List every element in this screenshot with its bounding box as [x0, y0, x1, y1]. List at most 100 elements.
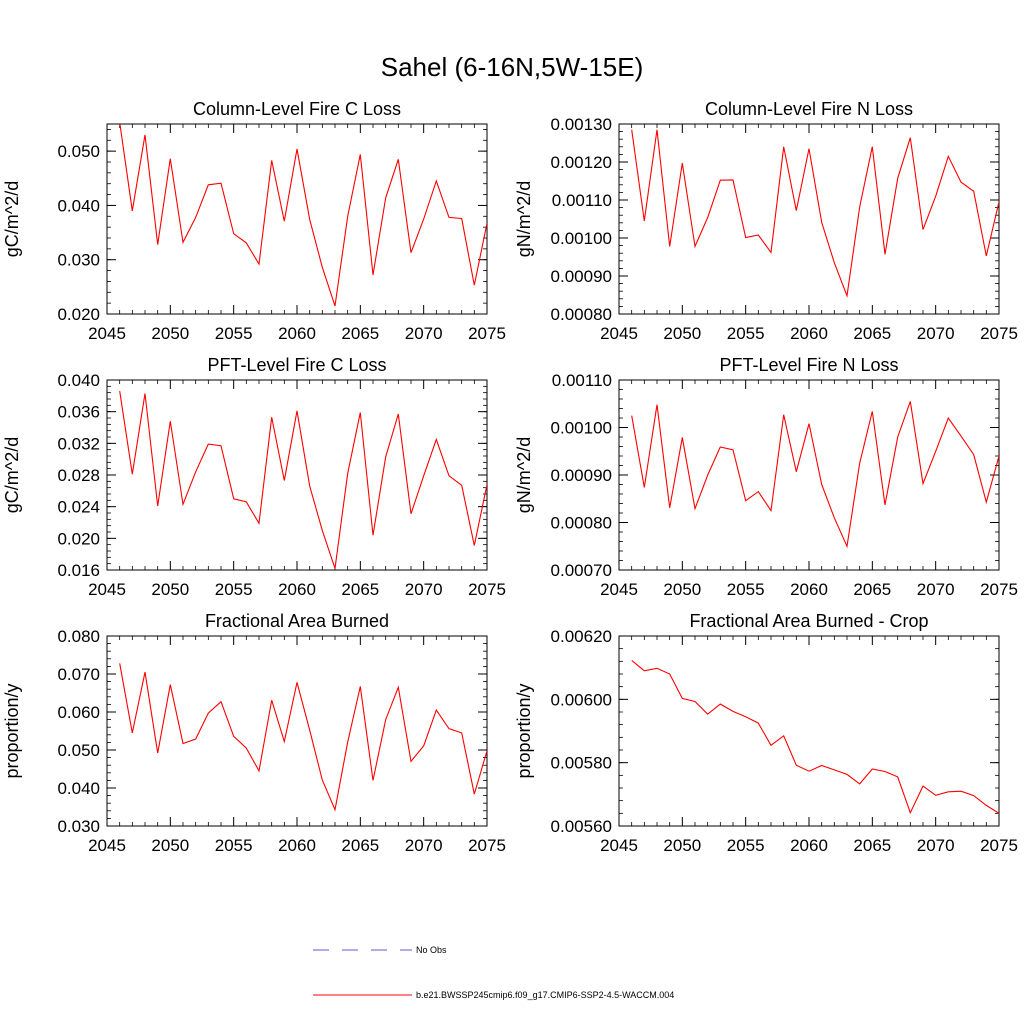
- x-tick-label: 2055: [215, 580, 253, 599]
- legend-label-model: b.e21.BWSSP245cmip6.f09_g17.CMIP6-SSP2-4…: [416, 990, 674, 1000]
- y-tick-label: 0.00580: [551, 754, 612, 773]
- panel-title: Fractional Area Burned: [205, 611, 389, 631]
- x-tick-label: 2075: [468, 580, 506, 599]
- x-tick-label: 2060: [278, 324, 316, 343]
- x-tick-label: 2060: [790, 324, 828, 343]
- x-tick-label: 2055: [215, 324, 253, 343]
- panel-title: PFT-Level Fire N Loss: [719, 355, 898, 375]
- x-tick-label: 2045: [88, 324, 126, 343]
- y-tick-label: 0.00110: [552, 191, 612, 210]
- y-tick-label: 0.00120: [551, 153, 612, 172]
- chart-panel: 2045 2050 2055 2060 2065 2070 2075 0.020 0.030 0.…: [2, 99, 506, 343]
- x-tick-label: 2060: [790, 836, 828, 855]
- x-tick-label: 2060: [790, 580, 828, 599]
- x-tick-label: 2065: [341, 580, 379, 599]
- y-tick-label: 0.040: [57, 196, 100, 215]
- series-line: [631, 659, 999, 815]
- x-tick-label: 2075: [980, 324, 1018, 343]
- chart-panel: 2045 2050 2055 2060 2065 2070 2075 0.030 0.040 0.…: [2, 611, 506, 855]
- x-tick-label: 2050: [663, 324, 701, 343]
- series-line: [631, 401, 999, 549]
- y-tick-label: 0.050: [57, 142, 100, 161]
- panel-title: Column-Level Fire N Loss: [705, 99, 913, 119]
- x-tick-label: 2070: [405, 324, 443, 343]
- y-tick-label: 0.070: [57, 665, 100, 684]
- y-tick-label: 0.030: [57, 817, 100, 836]
- y-tick-label: 0.00100: [551, 419, 612, 438]
- y-axis-label: gC/m^2/d: [2, 181, 22, 257]
- y-tick-label: 0.00110: [552, 371, 612, 390]
- x-tick-label: 2050: [151, 324, 189, 343]
- y-tick-label: 0.00560: [551, 817, 612, 836]
- y-tick-label: 0.020: [57, 305, 100, 324]
- plot-frame: [106, 123, 488, 315]
- x-tick-label: 2055: [727, 324, 765, 343]
- y-axis-label: proportion/y: [2, 683, 22, 778]
- x-tick-label: 2055: [215, 836, 253, 855]
- plot-frame: [618, 635, 1000, 827]
- y-tick-label: 0.036: [57, 403, 100, 422]
- plot-frame: [618, 123, 1000, 315]
- y-tick-label: 0.024: [57, 498, 100, 517]
- y-tick-label: 0.040: [57, 779, 100, 798]
- x-tick-label: 2060: [278, 580, 316, 599]
- plot-frame: [106, 635, 488, 827]
- plot-frame: [106, 379, 488, 571]
- panel-title: PFT-Level Fire C Loss: [207, 355, 386, 375]
- chart-panel: 2045 2050 2055 2060 2065 2070 2075 0.016 0.020 0.…: [2, 355, 506, 599]
- y-tick-label: 0.00080: [551, 514, 612, 533]
- legend: No Obs b.e21.BWSSP245cmip6.f09_g17.CMIP6…: [313, 945, 674, 1000]
- x-tick-label: 2065: [341, 324, 379, 343]
- x-tick-label: 2060: [278, 836, 316, 855]
- series-line: [119, 124, 487, 307]
- series-line: [119, 391, 487, 569]
- y-tick-label: 0.00070: [551, 561, 612, 580]
- x-tick-label: 2045: [88, 836, 126, 855]
- y-axis-label: gN/m^2/d: [514, 181, 534, 257]
- series-line: [631, 129, 999, 298]
- x-tick-label: 2075: [468, 324, 506, 343]
- x-tick-label: 2075: [980, 836, 1018, 855]
- y-axis-label: proportion/y: [514, 683, 534, 778]
- y-tick-label: 0.028: [57, 466, 100, 485]
- y-tick-label: 0.00130: [551, 115, 612, 134]
- y-tick-label: 0.00090: [551, 267, 612, 286]
- x-tick-label: 2045: [600, 836, 638, 855]
- x-tick-label: 2055: [727, 836, 765, 855]
- x-tick-label: 2075: [468, 836, 506, 855]
- x-tick-label: 2045: [600, 580, 638, 599]
- y-axis-label: gC/m^2/d: [2, 437, 22, 513]
- y-tick-label: 0.00620: [551, 627, 612, 646]
- x-tick-label: 2070: [405, 836, 443, 855]
- x-tick-label: 2050: [151, 580, 189, 599]
- x-tick-label: 2055: [727, 580, 765, 599]
- chart-panel: 2045 2050 2055 2060 2065 2070 2075 0.00070 0.000…: [514, 355, 1018, 599]
- x-tick-label: 2070: [917, 836, 955, 855]
- y-tick-label: 0.080: [57, 627, 100, 646]
- y-tick-label: 0.016: [57, 561, 100, 580]
- x-tick-label: 2075: [980, 580, 1018, 599]
- y-tick-label: 0.050: [57, 741, 100, 760]
- panel-title: Fractional Area Burned - Crop: [689, 611, 928, 631]
- y-tick-label: 0.00600: [551, 690, 612, 709]
- y-tick-label: 0.020: [57, 529, 100, 548]
- x-tick-label: 2045: [88, 580, 126, 599]
- chart-panel: 2045 2050 2055 2060 2065 2070 2075 0.00560 0.005…: [514, 611, 1018, 855]
- x-tick-label: 2065: [853, 836, 891, 855]
- x-tick-label: 2070: [917, 580, 955, 599]
- chart-panels: 2045 2050 2055 2060 2065 2070 2075 0.020 0.030 0.…: [2, 99, 1018, 855]
- y-tick-label: 0.060: [57, 703, 100, 722]
- x-tick-label: 2070: [405, 580, 443, 599]
- x-tick-label: 2050: [663, 836, 701, 855]
- y-tick-label: 0.00090: [551, 466, 612, 485]
- y-tick-label: 0.030: [57, 251, 100, 270]
- x-tick-label: 2050: [663, 580, 701, 599]
- y-tick-label: 0.032: [57, 434, 100, 453]
- x-tick-label: 2065: [853, 580, 891, 599]
- y-tick-label: 0.00080: [551, 305, 612, 324]
- x-tick-label: 2065: [341, 836, 379, 855]
- x-tick-label: 2070: [917, 324, 955, 343]
- legend-label-no-obs: No Obs: [416, 945, 447, 955]
- x-tick-label: 2050: [151, 836, 189, 855]
